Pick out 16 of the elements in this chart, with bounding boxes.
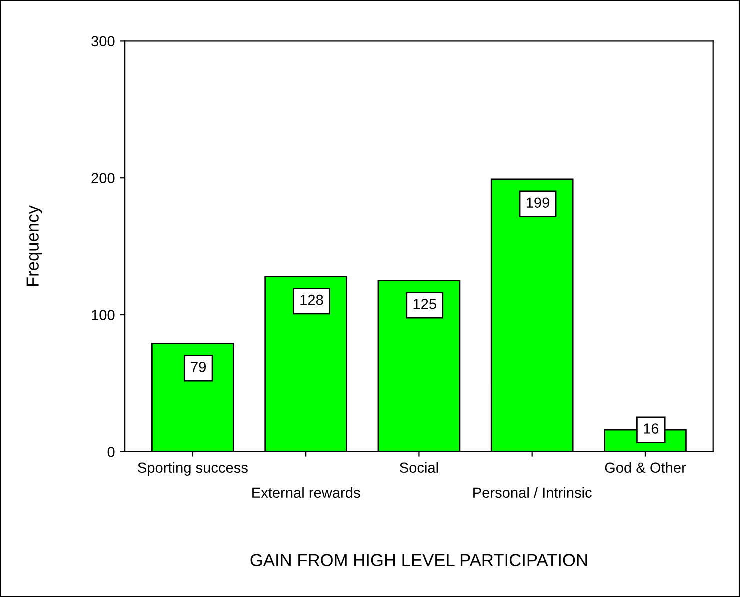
x-tick-label: Personal / Intrinsic — [474, 487, 592, 498]
x-tick-label: External rewards — [252, 487, 360, 498]
y-tick-label: 0 — [108, 447, 115, 458]
data-label: 16 — [644, 424, 659, 434]
x-tick-label: God & Other — [605, 462, 686, 474]
y-tick-label: 300 — [92, 36, 115, 47]
x-tick-label: Sporting success — [138, 462, 248, 476]
x-tick-label: Social — [400, 462, 438, 474]
y-axis-title: Frequency — [26, 206, 42, 286]
y-tick-label: 100 — [92, 310, 115, 320]
data-label: 128 — [300, 294, 324, 306]
data-label: 125 — [414, 299, 436, 310]
y-tick-label: 200 — [92, 173, 115, 184]
data-label: 199 — [526, 198, 550, 208]
data-label: 79 — [191, 362, 206, 372]
x-axis-title: GAIN FROM HIGH LEVEL PARTICIPATION — [250, 554, 588, 566]
